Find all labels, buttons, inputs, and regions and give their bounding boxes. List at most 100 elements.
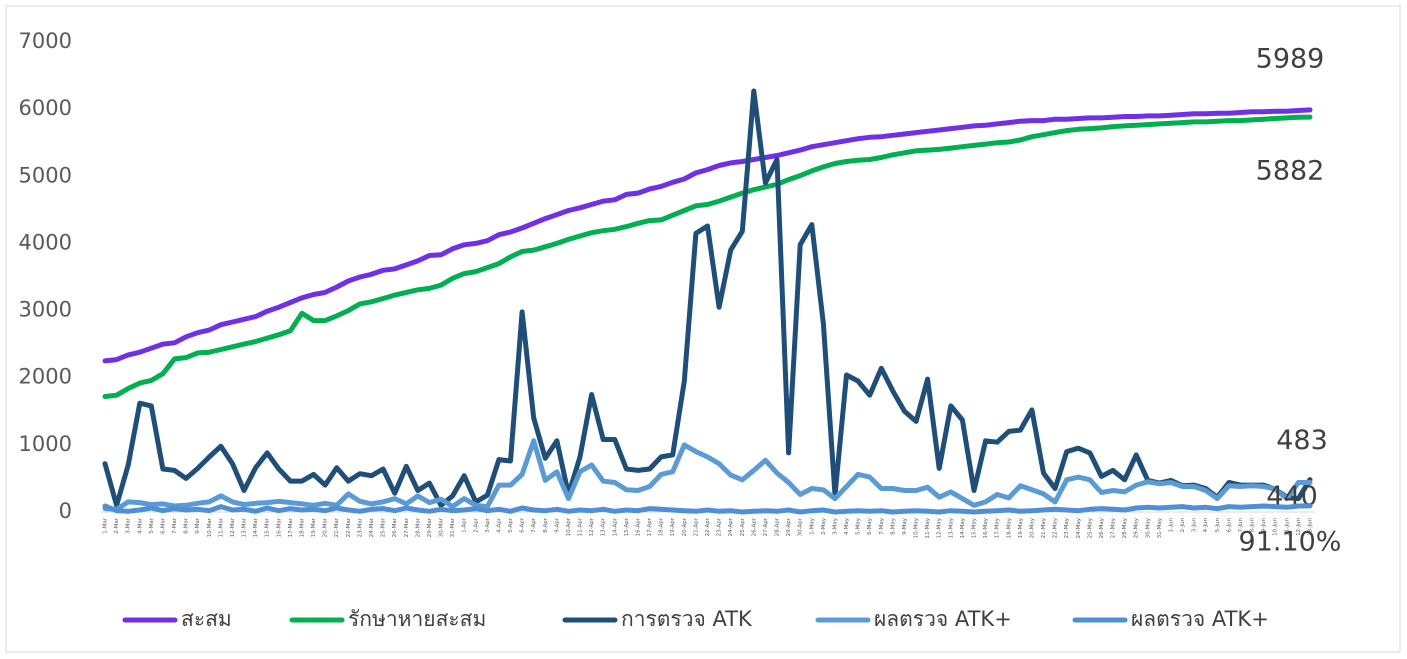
x-tick-label: 4-Apr xyxy=(496,517,502,533)
series-line xyxy=(102,88,1313,508)
x-tick-label: 25-Mar xyxy=(381,517,387,537)
x-tick-label: 30-Apr xyxy=(798,517,804,536)
legend-label: รักษาหายสะสม xyxy=(348,607,486,631)
x-tick-label: 6-Apr xyxy=(520,517,526,533)
x-tick-label: 28-Mar xyxy=(415,517,421,537)
x-tick-label: 3-Mar xyxy=(126,517,132,534)
x-tick-label: 15-Apr xyxy=(624,517,630,536)
x-tick-label: 10-Apr xyxy=(566,517,572,536)
series-line xyxy=(102,438,1313,512)
x-tick-label: 5-Jun xyxy=(1215,517,1221,532)
x-tick-label: 14-May xyxy=(960,517,966,538)
x-tick-label: 11-May xyxy=(925,517,931,538)
x-tick-label: 13-Jun xyxy=(1308,517,1314,535)
x-tick-label: 16-May xyxy=(983,517,989,538)
x-tick-label: 30-May xyxy=(1145,517,1151,538)
x-tick-label: 16-Apr xyxy=(635,517,641,536)
x-tick-label: 2-Apr xyxy=(473,517,479,533)
y-tick-label: 6000 xyxy=(19,96,72,120)
x-tick-label: 22-Apr xyxy=(705,517,711,536)
x-tick-label: 21-Mar xyxy=(334,517,340,537)
x-tick-label: 20-Apr xyxy=(682,517,688,536)
x-tick-label: 12-Jun xyxy=(1296,517,1302,535)
x-tick-label: 21-Apr xyxy=(693,517,699,536)
x-tick-label: 17-Apr xyxy=(647,517,653,536)
x-tick-label: 10-Jun xyxy=(1273,517,1279,535)
x-tick-label: 2-May xyxy=(821,517,827,535)
x-tick-label: 18-May xyxy=(1006,517,1012,538)
x-tick-label: 17-May xyxy=(995,517,1001,538)
x-tick-label: 11-Mar xyxy=(218,517,224,537)
x-tick-label: 25-May xyxy=(1087,517,1093,538)
x-tick-label: 19-Apr xyxy=(670,517,676,536)
x-tick-label: 12-Apr xyxy=(589,517,595,536)
x-tick-label: 2-Mar xyxy=(114,517,120,534)
x-tick-label: 11-Apr xyxy=(578,517,584,536)
x-tick-label: 7-May xyxy=(879,517,885,535)
x-tick-label: 3-Apr xyxy=(485,517,491,533)
x-tick-label: 14-Apr xyxy=(612,517,618,536)
x-tick-label: 5-Apr xyxy=(508,517,514,533)
x-tick-label: 20-Mar xyxy=(323,517,329,537)
x-tick-label: 8-Mar xyxy=(184,517,190,534)
x-tick-label: 15-May xyxy=(971,517,977,538)
x-tick-label: 4-May xyxy=(844,517,850,535)
x-tick-label: 26-Mar xyxy=(392,517,398,537)
x-tick-label: 8-Jun xyxy=(1250,517,1256,532)
x-tick-label: 29-May xyxy=(1134,517,1140,538)
x-tick-label: 14-Mar xyxy=(253,517,259,537)
x-tick-label: 27-May xyxy=(1111,517,1117,538)
x-tick-label: 30-Mar xyxy=(439,517,445,537)
x-tick-label: 11-Jun xyxy=(1284,517,1290,535)
x-tick-label: 17-Mar xyxy=(288,517,294,537)
legend-label: ผลตรวจ ATK+ xyxy=(1131,607,1269,631)
x-tick-label: 1-May xyxy=(809,517,815,535)
x-tick-label: 9-Apr xyxy=(554,517,560,533)
x-tick-label: 13-Apr xyxy=(601,517,607,536)
x-tick-label: 26-May xyxy=(1099,517,1105,538)
x-tick-label: 18-Apr xyxy=(659,517,665,536)
legend-label: การตรวจ ATK xyxy=(621,607,753,631)
y-tick-label: 7000 xyxy=(19,29,72,53)
series-line xyxy=(102,503,1313,515)
x-tick-label: 2-Jun xyxy=(1180,517,1186,532)
series-line xyxy=(102,107,1313,364)
x-tick-label: 4-Mar xyxy=(137,517,143,534)
x-tick-label: 12-May xyxy=(937,517,943,538)
x-tick-label: 13-Mar xyxy=(242,517,248,537)
x-tick-label: 29-Apr xyxy=(786,517,792,536)
x-tick-label: 6-May xyxy=(867,517,873,535)
y-tick-label: 1000 xyxy=(19,432,72,456)
x-tick-label: 23-Apr xyxy=(717,517,723,536)
x-tick-label: 7-Apr xyxy=(531,517,537,533)
x-tick-label: 21-May xyxy=(1041,517,1047,538)
series-line xyxy=(102,114,1313,399)
x-tick-label: 25-Apr xyxy=(740,517,746,536)
x-tick-label: 20-May xyxy=(1029,517,1035,538)
x-tick-label: 1-Mar xyxy=(103,517,109,534)
x-tick-label: 24-Mar xyxy=(369,517,375,537)
y-tick-label: 2000 xyxy=(19,365,72,389)
x-tick-label: 29-Mar xyxy=(427,517,433,537)
x-tick-label: 24-May xyxy=(1076,517,1082,538)
x-tick-label: 13-May xyxy=(948,517,954,538)
x-tick-label: 9-May xyxy=(902,517,908,535)
x-tick-label: 19-Mar xyxy=(311,517,317,537)
x-tick-label: 4-Jun xyxy=(1203,517,1209,532)
value-label: 5989 xyxy=(1256,43,1325,74)
x-tick-label: 28-Apr xyxy=(775,517,781,536)
x-tick-label: 7-Mar xyxy=(172,517,178,534)
y-tick-label: 4000 xyxy=(19,230,72,254)
x-tick-label: 9-Mar xyxy=(195,517,201,534)
x-tick-label: 22-May xyxy=(1053,517,1059,538)
x-tick-label: 27-Mar xyxy=(404,517,410,537)
x-tick-label: 23-May xyxy=(1064,517,1070,538)
x-tick-label: 1-Apr xyxy=(462,517,468,533)
x-tick-label: 6-Mar xyxy=(160,517,166,534)
x-tick-label: 28-May xyxy=(1122,517,1128,538)
x-tick-label: 10-May xyxy=(914,517,920,538)
x-tick-label: 7-Jun xyxy=(1238,517,1244,532)
y-tick-label: 3000 xyxy=(19,298,72,322)
x-tick-label: 8-May xyxy=(890,517,896,535)
